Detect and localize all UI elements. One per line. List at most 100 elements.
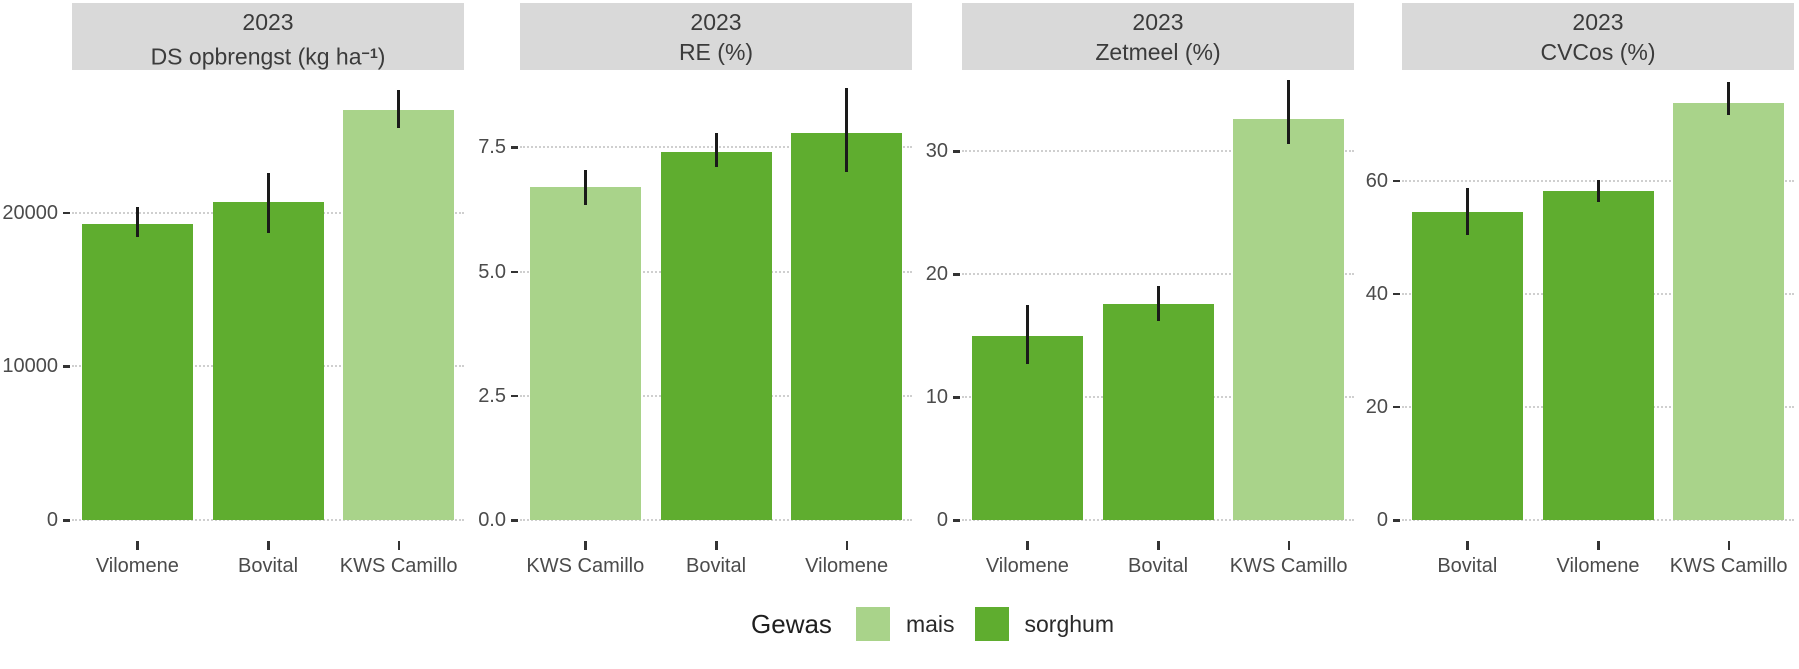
facet-year: 2023 — [1132, 9, 1184, 35]
x-axis-tick-mark — [1466, 541, 1469, 550]
x-axis-tick-label: KWS Camillo — [1669, 555, 1788, 577]
error-bar-kws-camillo — [397, 89, 401, 129]
facet-year: 2023 — [1572, 9, 1624, 35]
gridline-0.0 — [520, 519, 912, 521]
y-axis-tick-mark — [953, 150, 960, 153]
y-axis-tick-mark — [511, 146, 518, 149]
x-axis-tick-label: Vilomene — [1556, 555, 1640, 577]
y-axis-tick-label: 40 — [1365, 282, 1388, 305]
bar-vilomene — [1542, 190, 1654, 520]
gridline-0 — [1402, 519, 1794, 521]
x-axis-tick-mark — [845, 541, 849, 550]
facet-measure: CVCos (%) — [1540, 39, 1656, 65]
error-bar-vilomene — [845, 87, 849, 173]
bar-bovital — [1411, 211, 1523, 520]
bar-kws-camillo — [343, 109, 455, 520]
error-bar-bovital — [714, 132, 718, 168]
error-bar-vilomene — [135, 206, 139, 238]
y-axis-tick-label: 2.5 — [478, 384, 506, 407]
error-bar-kws-camillo — [583, 169, 587, 205]
x-axis-tick-mark — [1727, 541, 1731, 550]
bar-bovital — [660, 152, 772, 520]
x-axis-tick-label: Bovital — [685, 555, 747, 577]
facet-measure: RE (%) — [678, 39, 754, 65]
legend-item-sorghum: sorghum — [974, 607, 1114, 641]
x-axis-tick-label: KWS Camillo — [339, 555, 458, 577]
x-axis-tick-mark — [267, 541, 270, 550]
facet-strip: 2023 RE (%) — [520, 3, 912, 70]
x-axis-tick-mark — [584, 541, 587, 550]
y-axis-tick-label: 0 — [46, 509, 58, 531]
x-axis-tick-label: Bovital — [1127, 555, 1189, 577]
y-axis-tick-label: 60 — [1365, 169, 1388, 192]
bar-kws-camillo — [1673, 102, 1785, 520]
x-axis-tick-mark — [397, 541, 401, 550]
bar-vilomene — [81, 223, 193, 520]
error-bar-kws-camillo — [1727, 81, 1731, 115]
y-axis-tick-label: 0 — [936, 509, 948, 531]
y-axis-tick-label: 5.0 — [478, 260, 506, 283]
y-axis-tick-mark — [1393, 405, 1400, 409]
x-axis-tick-mark — [1597, 541, 1600, 550]
y-axis-tick-mark — [1393, 179, 1400, 183]
legend-label-sorghum: sorghum — [1024, 610, 1114, 637]
x-axis-tick-label: Vilomene — [95, 555, 179, 577]
bar-kws-camillo — [529, 187, 641, 520]
error-bar-vilomene — [1596, 180, 1600, 203]
gridline-0 — [72, 519, 464, 521]
y-axis-tick-label: 7.5 — [478, 136, 506, 159]
error-bar-bovital — [1465, 188, 1469, 236]
bar-kws-camillo — [1233, 119, 1345, 520]
facet-strip: 2023 CVCos (%) — [1402, 3, 1794, 70]
y-axis-tick-mark — [511, 394, 518, 398]
y-axis-tick-label: 20 — [1365, 395, 1388, 418]
y-axis-tick-mark — [511, 270, 518, 274]
x-axis-tick-label: KWS Camillo — [1229, 555, 1348, 577]
bar-vilomene — [971, 335, 1083, 520]
x-axis-tick-mark — [715, 541, 718, 550]
x-axis-tick-label: Bovital — [237, 555, 299, 577]
y-axis-tick-mark — [511, 519, 518, 522]
legend-item-mais: mais — [855, 607, 955, 641]
facet-year: 2023 — [242, 9, 294, 35]
y-axis-tick-mark — [63, 519, 70, 522]
facet-strip: 2023 Zetmeel (%) — [962, 3, 1354, 70]
x-axis-tick-label: KWS Camillo — [526, 555, 645, 577]
gridline-0 — [962, 519, 1354, 521]
error-bar-vilomene — [1025, 304, 1029, 364]
y-axis-tick-label: 0 — [1376, 509, 1388, 531]
x-axis-tick-mark — [1287, 541, 1291, 550]
x-axis-tick-label: Vilomene — [985, 555, 1069, 577]
x-axis-tick-label: Vilomene — [805, 555, 889, 577]
x-axis-tick-label: Bovital — [1437, 555, 1498, 577]
x-axis-tick-mark — [1026, 541, 1029, 550]
gridline-30 — [962, 150, 1354, 153]
legend: Gewas mais sorghum — [33, 602, 1799, 646]
x-axis-tick-mark — [136, 541, 139, 550]
legend-swatch-mais — [855, 607, 890, 641]
gridline-20 — [962, 273, 1354, 276]
y-axis-tick-label: 20 — [925, 263, 948, 286]
error-bar-bovital — [266, 172, 270, 233]
x-axis-tick-mark — [1157, 541, 1160, 550]
y-axis-tick-label: 10 — [925, 386, 948, 409]
facet-measure-superscript: −1 — [361, 45, 378, 62]
legend-title: Gewas — [751, 608, 832, 639]
legend-label-mais: mais — [905, 610, 955, 637]
y-axis-tick-label: 0.0 — [478, 509, 506, 531]
facet-measure: DS opbrengst (kg ha−1) — [150, 43, 386, 70]
y-axis-tick-mark — [1393, 519, 1400, 522]
bar-bovital — [1102, 303, 1214, 520]
bar-vilomene — [791, 132, 903, 520]
legend-swatch-sorghum — [974, 607, 1009, 641]
error-bar-bovital — [1156, 286, 1160, 321]
y-axis-tick-mark — [953, 273, 960, 276]
y-axis-tick-mark — [1393, 292, 1400, 296]
y-axis-tick-mark — [63, 365, 70, 368]
y-axis-tick-mark — [953, 519, 960, 522]
y-axis-tick-mark — [953, 396, 960, 399]
y-axis-tick-mark — [63, 211, 70, 215]
bar-bovital — [212, 202, 324, 520]
facet-measure: Zetmeel (%) — [1095, 39, 1221, 65]
